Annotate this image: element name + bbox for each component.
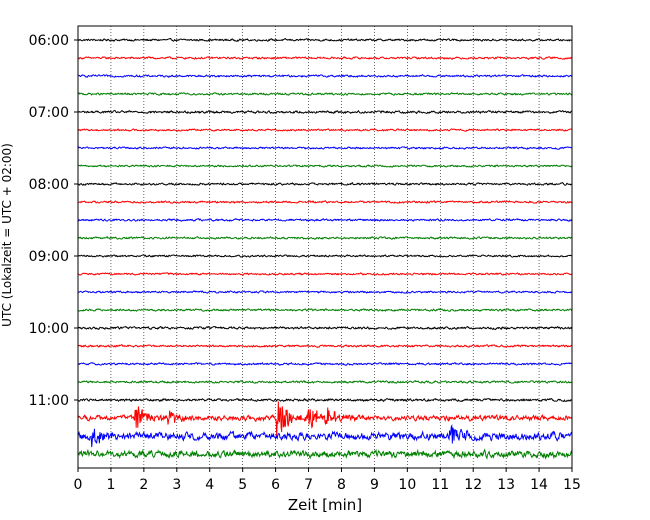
x-tick-label: 12 [464,477,482,493]
y-tick-label: 08:00 [29,177,69,193]
x-tick-label: 15 [563,477,581,493]
trace-0600 [77,37,573,42]
x-axis-label: Zeit [min] [288,496,362,514]
trace-0630 [77,74,573,78]
trace-0645 [77,92,573,96]
x-tick-label: 4 [205,477,214,493]
y-tick-label: 10:00 [29,321,69,337]
trace-1015 [77,344,573,348]
trace-0945 [77,308,573,312]
trace-0730 [77,146,573,150]
x-tick-label: 6 [271,477,280,493]
y-axis-label: UTC (Lokalzeit = UTC + 02:00) [0,143,14,327]
trace-0615 [77,56,573,60]
trace-0715 [77,128,573,132]
x-tick-label: 11 [431,477,449,493]
trace-0745 [77,164,573,168]
trace-0915 [77,272,573,276]
y-axis-ticks: 06:00 07:00 08:00 09:00 10:00 11:00 [29,33,78,409]
trace-1115 [77,401,573,437]
x-tick-label: 5 [238,477,247,493]
trace-1145 [77,448,573,460]
x-axis-ticks: 0 1 2 3 4 5 6 7 8 9 10 11 12 13 14 15 [74,468,581,493]
x-tick-label: 13 [497,477,515,493]
y-tick-label: 11:00 [29,393,69,409]
trace-1030 [77,362,573,366]
seismic-traces [77,37,573,460]
trace-0700 [77,109,573,115]
x-tick-label: 0 [74,477,83,493]
x-tick-label: 3 [172,477,181,493]
x-tick-label: 8 [337,477,346,493]
trace-0930 [78,290,573,294]
x-tick-label: 9 [370,477,379,493]
x-tick-label: 14 [530,477,548,493]
y-tick-label: 06:00 [29,33,69,49]
trace-1045 [77,380,573,384]
plot-frame [77,25,573,469]
vertical-grid [110,26,540,468]
trace-0845 [77,236,573,240]
trace-0900 [77,254,573,258]
trace-1100 [77,397,573,403]
trace-1000 [77,325,573,331]
y-tick-label: 07:00 [29,105,69,121]
x-tick-label: 7 [304,477,313,493]
x-tick-label: 1 [106,477,115,493]
trace-0815 [77,200,573,204]
x-tick-label: 2 [139,477,148,493]
x-tick-label: 10 [398,477,416,493]
trace-1130 [77,423,573,448]
trace-0830 [77,217,573,222]
y-tick-label: 09:00 [29,249,69,265]
trace-0800 [77,182,573,186]
